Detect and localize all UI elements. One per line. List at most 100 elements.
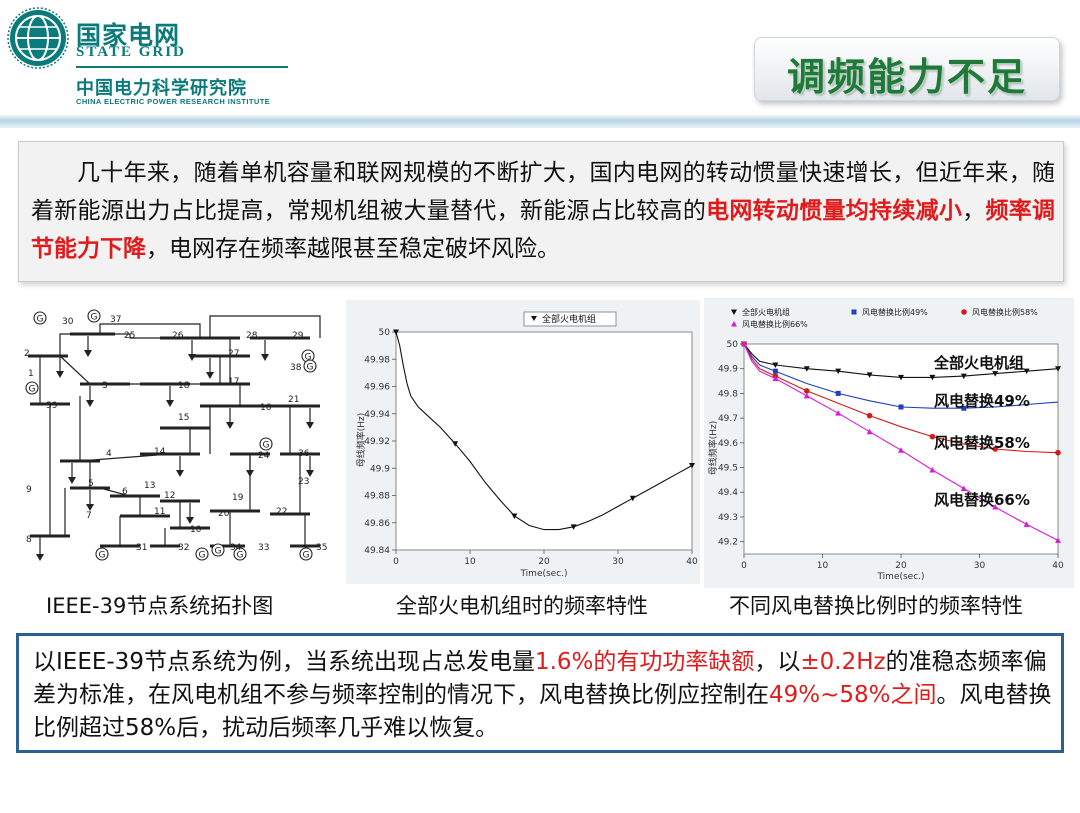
y-tick-label: 49.98 [364,355,390,365]
institute-name-cn: 中国电力科学研究院 [76,78,247,99]
generator-icon: G [303,359,317,373]
intro-panel: 几十年来，随着单机容量和联网规模的不断扩大，国内电网的转动惯量快速增长，但近年来… [18,141,1064,282]
generator-icon: G [33,311,47,325]
intro-paragraph: 几十年来，随着单机容量和联网规模的不断扩大，国内电网的转动惯量快速增长，但近年来… [31,154,1055,268]
x-axis-label: Time(sec.) [876,572,924,582]
bus-label-31: 31 [136,543,147,553]
y-tick-label: 49.94 [364,410,390,420]
y-tick-label: 49.9 [370,464,390,474]
data-point [1055,366,1061,372]
title-panel: 调频能力不足 [754,37,1060,101]
svg-text:G: G [215,547,222,557]
data-point [835,368,842,375]
svg-text:G: G [99,551,106,561]
generator-icon: G [25,381,39,395]
bus-label-20: 20 [218,509,230,519]
y-axis-label: 母线频率(Hz) [355,413,367,468]
conclusion-highlight-range: 49%~58%之间 [769,682,937,708]
conclusion-text-2: ，以 [754,649,801,675]
series-annotation: 全部火电机组 [933,354,1024,372]
bus-label-28: 28 [246,331,258,341]
data-point [803,392,810,399]
data-point [929,374,936,381]
data-point [1055,449,1061,456]
y-tick-label: 49.2 [718,538,738,548]
data-point [898,447,904,453]
x-tick-label: 40 [686,557,698,567]
y-tick-label: 49.92 [364,437,390,447]
svg-text:G: G [29,385,36,395]
data-point [1023,521,1030,527]
data-point [741,341,747,347]
svg-text:G: G [37,315,44,325]
data-point [570,524,577,530]
data-point [929,433,936,440]
bus-label-21: 21 [288,395,299,405]
x-tick-label: 40 [1052,561,1064,571]
data-point [898,404,904,410]
data-point [929,467,936,473]
legend-marker [851,309,857,315]
legend-label: 风电替换比例49% [862,307,928,317]
y-tick-label: 49.5 [718,464,738,474]
y-tick-label: 49.8 [718,389,738,399]
header-divider [76,66,288,68]
header-band [0,114,1080,128]
y-tick-label: 49.86 [364,519,390,529]
conclusion-text-3: 的准稳态频率偏差为标准，在风电机组不参与频率控制的情况下，风电替换比例应控制在 [33,649,1047,708]
intro-highlight-regulation: 频率调节能力下降 [31,198,1056,262]
bus-label-8: 8 [26,535,32,545]
bus-label-34: 34 [230,543,242,553]
data-point [866,372,873,378]
generator-icon: G [259,437,273,451]
legend-label: 全部火电机组 [742,307,790,317]
series-annotation: 风电替换49% [934,392,1030,410]
bus-label-39: 39 [46,401,58,411]
chart-legend: 全部火电机组 风电替换比例49% 风电替换比例58% 风电替换比例66% [731,307,1038,329]
intro-text-1: 几十年来，随着单机容量和联网规模的不断扩大，国内电网的转动惯量快速增长，但近年来… [31,160,1055,224]
svg-text:G: G [91,313,98,323]
data-point [393,329,399,335]
x-tick-label: 30 [974,561,986,571]
x-tick-label: 10 [464,557,476,567]
chart-wind-svg: 全部火电机组 风电替换比例49% 风电替换比例58% 风电替换比例66% 0 10 20 3… [704,298,1074,588]
bus-label-27: 27 [228,349,239,359]
data-point [866,412,873,419]
bus-label-13: 13 [144,481,155,491]
data-point [960,485,967,492]
generator-icon: G [299,547,313,561]
bus-label-24: 24 [258,451,270,461]
chart-thermal-svg: 全部火电机组 0 10 20 30 40 50 49.98 49.96 49.94 49.92 49… [346,300,700,584]
x-tick-label: 0 [393,557,399,567]
data-point [772,368,778,374]
svg-text:G: G [263,441,270,451]
y-axis-label: 母线频率(Hz) [707,421,719,476]
thermal-chart-caption: 全部火电机组时的频率特性 [396,594,648,618]
svg-text:G: G [303,551,310,561]
bus-label-6: 6 [122,487,128,497]
chart-wind-frequency: 全部火电机组 风电替换比例49% 风电替换比例58% 风电替换比例66% 0 10 20 3… [704,298,1074,588]
bus-label-22: 22 [276,507,287,517]
intro-text-3: ，电网存在频率越限甚至稳定破坏风险。 [146,236,560,262]
legend-label: 风电替换比例66% [742,319,808,329]
x-tick-label: 20 [895,561,907,571]
data-point [961,405,967,411]
legend-box [523,311,617,327]
data-point [835,410,842,416]
bus-label-14: 14 [154,447,166,457]
generator-icon: G [95,547,109,561]
bus-label-25: 25 [124,331,135,341]
chart-legend: 全部火电机组 [523,311,617,327]
topology-caption: IEEE-39节点系统拓扑图 [46,594,274,618]
svg-text:G: G [237,551,244,561]
svg-text:G: G [199,551,206,561]
generator-icon: G [233,547,247,561]
data-point [992,371,999,377]
bus-label-16: 16 [260,403,272,413]
conclusion-text-1: 以IEEE-39节点系统为例，当系统出现占总发电量 [33,649,535,675]
legend-marker [731,321,737,327]
y-tick-label: 49.96 [364,383,390,393]
